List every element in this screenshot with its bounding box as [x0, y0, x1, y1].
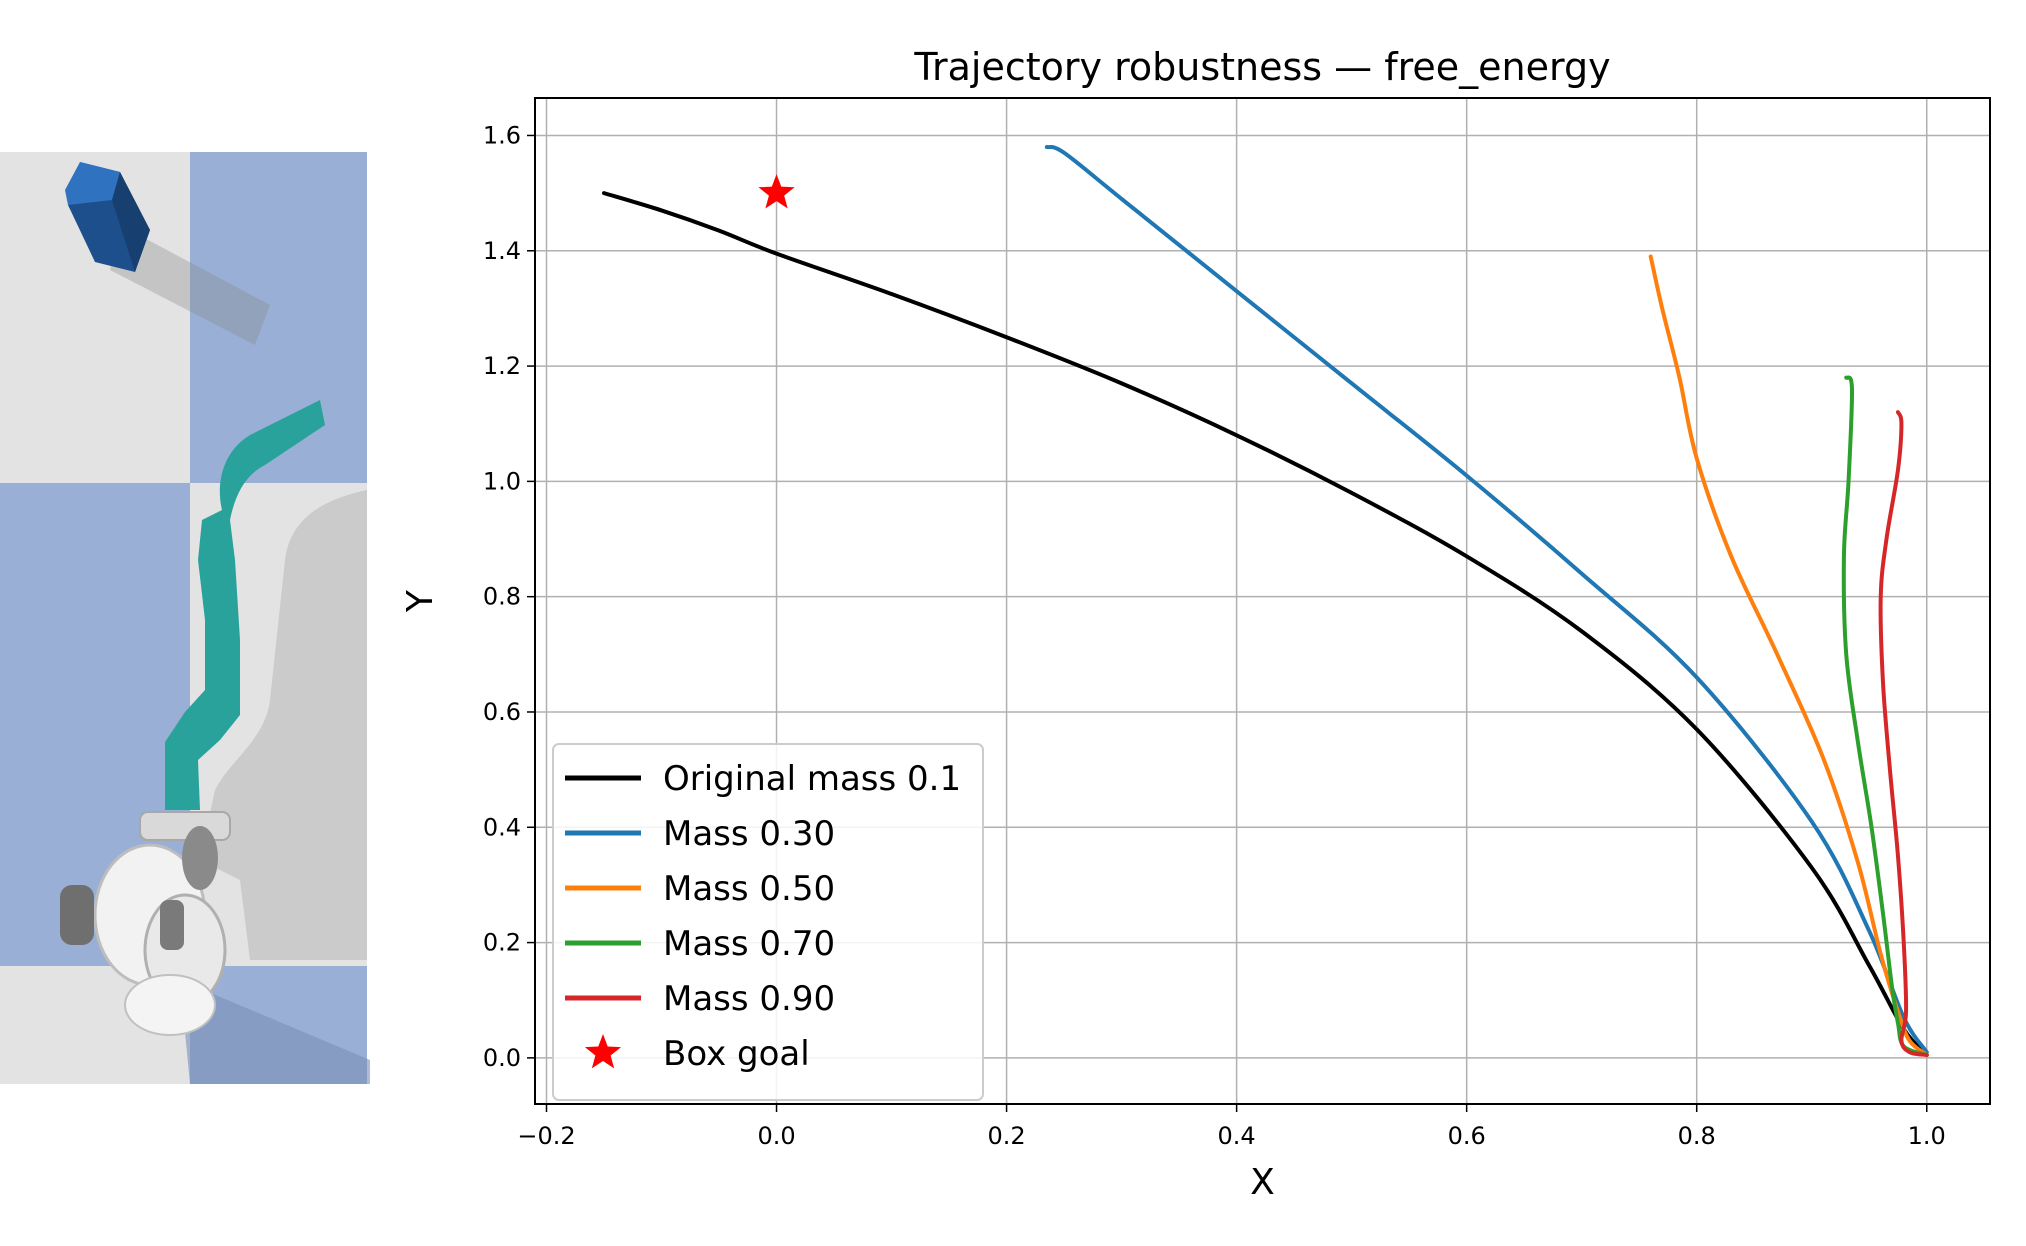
y-tick-label: 0.6 — [483, 698, 521, 726]
x-tick-label: −0.2 — [517, 1122, 575, 1150]
x-tick-label: 1.0 — [1908, 1122, 1946, 1150]
legend-label: Box goal — [663, 1034, 810, 1074]
axes-frame — [534, 97, 1991, 1105]
robot-arm-link — [165, 400, 325, 810]
series-line-3 — [1841, 375, 1929, 1057]
x-tick-label: 0.0 — [757, 1122, 795, 1150]
y-tick-label: 0.8 — [483, 583, 521, 611]
y-axis-label: Y — [400, 589, 441, 613]
y-tick-label: 0.2 — [483, 929, 521, 957]
legend-label: Original mass 0.1 — [663, 759, 961, 799]
y-tick-label: 1.0 — [483, 467, 521, 495]
legend-label: Mass 0.90 — [663, 979, 835, 1019]
base-shadow — [180, 980, 370, 1084]
chart-title: Trajectory robustness — free_energy — [913, 45, 1610, 89]
x-tick-label: 0.2 — [987, 1122, 1025, 1150]
legend-label: Mass 0.30 — [663, 814, 835, 854]
x-tick-label: 0.6 — [1448, 1122, 1486, 1150]
robot-base — [60, 811, 231, 1036]
box-object — [65, 162, 150, 272]
x-axis-label: X — [1250, 1162, 1275, 1203]
series-line-1 — [1044, 144, 1929, 1055]
x-tick-label: 0.8 — [1678, 1122, 1716, 1150]
goal-star-marker — [758, 174, 795, 209]
legend-star-swatch — [584, 1034, 622, 1069]
y-tick-label: 1.2 — [483, 352, 521, 380]
box-shadow — [110, 225, 270, 345]
legend-label: Mass 0.50 — [663, 869, 835, 909]
legend: Original mass 0.1 Mass 0.30 Mass 0.50 Mass … — [552, 743, 984, 1101]
series-line-4 — [1878, 410, 1929, 1057]
arm-shadow — [200, 490, 367, 960]
y-tick-label: 0.0 — [483, 1044, 521, 1072]
series-line-0 — [602, 191, 1929, 1057]
legend-frame — [552, 743, 984, 1101]
y-tick-label: 1.4 — [483, 237, 521, 265]
legend-label: Mass 0.70 — [663, 924, 835, 964]
simulation-render — [0, 152, 370, 1084]
x-tick-label: 0.4 — [1218, 1122, 1256, 1150]
y-tick-label: 0.4 — [483, 813, 521, 841]
y-tick-label: 1.6 — [483, 121, 521, 149]
